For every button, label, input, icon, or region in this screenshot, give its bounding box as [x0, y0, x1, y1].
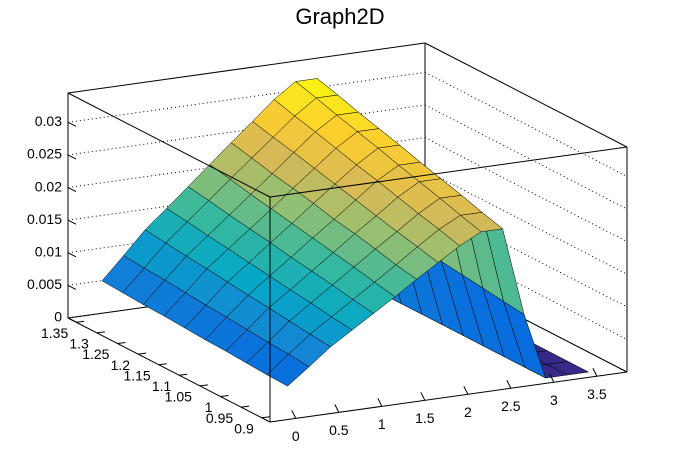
- z-tick-label: 0.03: [35, 113, 62, 129]
- grid-line: [67, 71, 426, 123]
- z-tick-label: 0.015: [27, 211, 62, 227]
- y-tick-label: 1: [205, 399, 213, 415]
- x-tick-label: 0: [292, 428, 300, 444]
- x-tick: [377, 398, 383, 407]
- y-tick: [117, 341, 126, 344]
- x-tick: [420, 392, 426, 401]
- z-tick-label: 0.01: [35, 243, 62, 259]
- x-tick-label: 3.5: [587, 386, 607, 402]
- y-tick: [158, 363, 167, 366]
- z-tick: [67, 317, 77, 323]
- y-tick-label: 1.3: [69, 336, 89, 352]
- surface-cell: [266, 353, 310, 387]
- y-tick: [179, 373, 188, 376]
- y-tick: [76, 320, 85, 323]
- y-tick-label: 1.35: [41, 325, 68, 341]
- z-tick: [67, 219, 77, 225]
- x-tick-label: 1.5: [415, 410, 435, 426]
- x-tick: [506, 380, 512, 389]
- box-edge: [67, 317, 271, 423]
- box-edge: [424, 42, 628, 148]
- x-tick-label: 1: [378, 416, 386, 432]
- z-tick-label: 0.02: [35, 178, 62, 194]
- x-tick-label: 2: [464, 404, 472, 420]
- y-tick-label: 0.9: [234, 420, 254, 436]
- y-tick-label: 0.95: [206, 410, 233, 426]
- x-tick: [291, 410, 297, 419]
- y-tick: [96, 331, 105, 334]
- z-tick: [67, 252, 77, 258]
- z-tick-label: 0.025: [27, 146, 62, 162]
- x-tick: [592, 367, 598, 377]
- y-tick: [220, 395, 229, 398]
- x-tick: [334, 404, 340, 413]
- y-tick: [241, 405, 250, 408]
- y-tick: [261, 416, 270, 419]
- x-tick: [549, 374, 555, 383]
- y-tick-label: 1.15: [123, 367, 150, 383]
- y-tick: [138, 352, 147, 355]
- x-tick-label: 0.5: [329, 422, 349, 438]
- z-tick: [67, 121, 77, 127]
- z-tick: [67, 187, 77, 193]
- box-edge: [269, 371, 628, 423]
- y-tick-label: 1.25: [82, 346, 109, 362]
- x-tick-label: 2.5: [501, 398, 521, 414]
- z-tick: [67, 284, 77, 290]
- z-tick-label: 0.005: [27, 276, 62, 292]
- box-edge: [67, 42, 426, 94]
- box-edge: [67, 92, 271, 198]
- box-edge: [269, 146, 628, 198]
- x-tick-label: 3: [550, 392, 558, 408]
- y-tick-label: 1.05: [165, 389, 192, 405]
- x-tick: [463, 386, 469, 395]
- y-tick: [199, 384, 208, 387]
- y-tick-label: 1.1: [152, 378, 172, 394]
- z-tick: [67, 154, 77, 160]
- chart-title: Graph2D: [295, 4, 384, 29]
- z-tick-label: 0: [54, 309, 62, 325]
- y-tick-label: 1.2: [111, 357, 131, 373]
